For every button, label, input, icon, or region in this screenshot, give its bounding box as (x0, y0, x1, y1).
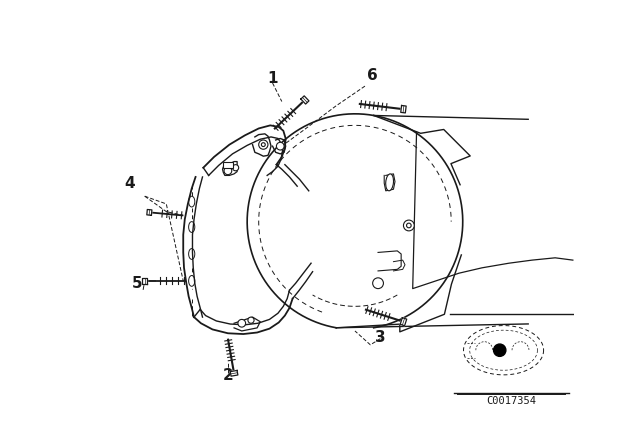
Ellipse shape (189, 196, 195, 207)
Circle shape (372, 278, 383, 289)
Circle shape (406, 223, 411, 228)
Text: 6: 6 (367, 68, 378, 83)
Ellipse shape (189, 222, 195, 233)
Text: 3: 3 (375, 330, 386, 345)
Polygon shape (401, 105, 406, 113)
Ellipse shape (386, 174, 394, 191)
Circle shape (261, 143, 265, 146)
Circle shape (276, 142, 284, 150)
Polygon shape (230, 370, 238, 376)
Ellipse shape (189, 276, 195, 286)
Circle shape (493, 344, 506, 356)
Circle shape (224, 167, 232, 175)
Polygon shape (147, 210, 152, 215)
Ellipse shape (189, 249, 195, 259)
Text: 2: 2 (223, 368, 233, 383)
Text: C0017354: C0017354 (486, 396, 536, 406)
Circle shape (259, 140, 268, 149)
Text: 1: 1 (268, 71, 278, 86)
Circle shape (238, 319, 246, 327)
Circle shape (248, 317, 254, 323)
Polygon shape (400, 318, 406, 326)
Polygon shape (143, 278, 147, 284)
Polygon shape (301, 96, 309, 104)
FancyBboxPatch shape (223, 162, 234, 168)
Circle shape (403, 220, 414, 231)
Text: 5: 5 (132, 276, 142, 291)
Circle shape (232, 165, 239, 171)
Text: 4: 4 (124, 176, 134, 190)
